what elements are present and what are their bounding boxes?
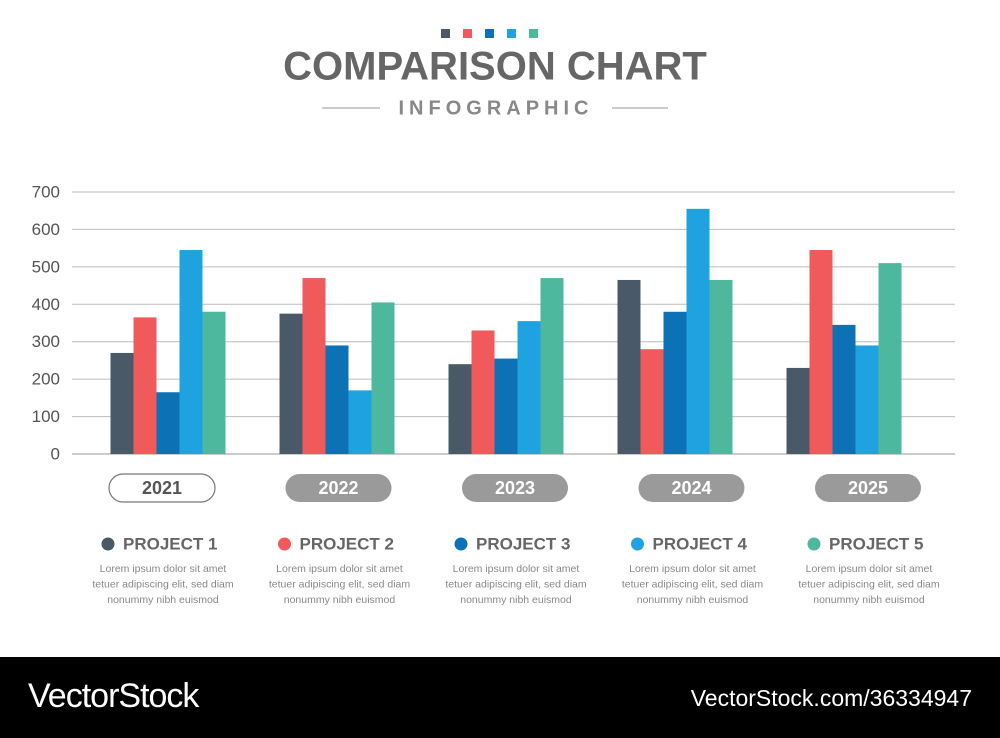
bar bbox=[471, 330, 495, 454]
y-tick-label: 200 bbox=[32, 370, 60, 389]
bar bbox=[832, 324, 856, 454]
deco-square bbox=[507, 29, 516, 38]
bar bbox=[640, 349, 664, 454]
legend-marker bbox=[454, 537, 468, 551]
year-pill bbox=[108, 473, 216, 503]
legend-note: tetuer adipiscing elit, sed diam bbox=[92, 578, 233, 590]
deco-square bbox=[485, 29, 494, 38]
legend-label: PROJECT 4 bbox=[653, 534, 748, 553]
legend-note: Lorem ipsum dolor sit amet bbox=[100, 563, 227, 575]
y-tick-label: 700 bbox=[32, 182, 60, 201]
bar bbox=[540, 278, 564, 454]
bar bbox=[448, 364, 472, 454]
bar bbox=[809, 250, 833, 454]
legend-label: PROJECT 5 bbox=[829, 534, 923, 553]
bar bbox=[133, 317, 157, 454]
bar bbox=[517, 321, 541, 454]
legend-marker bbox=[631, 537, 644, 551]
bar bbox=[202, 311, 226, 454]
y-tick-label: 100 bbox=[32, 407, 60, 426]
x-tick-label: 2024 bbox=[671, 478, 711, 498]
bar bbox=[494, 358, 518, 454]
bar bbox=[110, 352, 134, 454]
bar bbox=[348, 390, 372, 454]
footer-brand: VectorStock bbox=[28, 677, 200, 715]
year-pill bbox=[285, 474, 392, 502]
footer-bar bbox=[0, 657, 1000, 738]
legend-note: tetuer adipiscing elit, sed diam bbox=[445, 578, 586, 590]
chart-title: COMPARISON CHART bbox=[283, 45, 707, 89]
bar bbox=[663, 311, 687, 454]
y-tick-label: 0 bbox=[51, 444, 60, 463]
bar bbox=[709, 279, 733, 454]
year-pill bbox=[815, 474, 921, 502]
legend-note: nonummy nibh euismod bbox=[637, 594, 749, 606]
year-pill bbox=[462, 474, 568, 502]
legend-marker bbox=[807, 537, 821, 551]
bar bbox=[179, 250, 203, 454]
legend-label: PROJECT 1 bbox=[123, 534, 217, 553]
bar bbox=[617, 279, 641, 454]
bar bbox=[302, 278, 326, 454]
y-tick-label: 500 bbox=[32, 257, 60, 276]
legend-note: Lorem ipsum dolor sit amet bbox=[453, 563, 580, 575]
legend-note: nonummy nibh euismod bbox=[107, 594, 219, 606]
legend-note: Lorem ipsum dolor sit amet bbox=[629, 563, 756, 575]
bar bbox=[855, 345, 879, 454]
bar bbox=[325, 345, 349, 454]
x-tick-label: 2025 bbox=[848, 478, 888, 498]
legend-note: tetuer adipiscing elit, sed diam bbox=[798, 578, 939, 590]
y-tick-label: 600 bbox=[32, 220, 60, 239]
legend-marker bbox=[101, 537, 115, 551]
legend-note: tetuer adipiscing elit, sed diam bbox=[622, 578, 763, 590]
y-tick-label: 300 bbox=[32, 332, 60, 351]
x-tick-label: 2023 bbox=[495, 478, 535, 498]
bar bbox=[878, 263, 902, 454]
legend-note: nonummy nibh euismod bbox=[813, 594, 925, 606]
legend-note: Lorem ipsum dolor sit amet bbox=[276, 563, 403, 575]
y-tick-label: 400 bbox=[32, 295, 60, 314]
bar bbox=[786, 367, 810, 454]
legend-label: PROJECT 3 bbox=[476, 534, 570, 553]
legend-note: Lorem ipsum dolor sit amet bbox=[806, 563, 933, 575]
legend-label: PROJECT 2 bbox=[300, 534, 394, 553]
legend-note: nonummy nibh euismod bbox=[460, 594, 572, 606]
deco-square bbox=[441, 29, 450, 38]
deco-square bbox=[529, 29, 538, 38]
deco-square bbox=[463, 29, 472, 38]
x-tick-label: 2021 bbox=[142, 478, 182, 498]
bar bbox=[279, 313, 303, 454]
chart-subtitle: INFOGRAPHIC bbox=[399, 97, 594, 119]
bar bbox=[371, 302, 395, 454]
legend-note: nonummy nibh euismod bbox=[284, 594, 396, 606]
legend-note: tetuer adipiscing elit, sed diam bbox=[269, 578, 410, 590]
bar bbox=[156, 392, 180, 454]
x-tick-label: 2022 bbox=[318, 478, 358, 498]
footer-id: VectorStock.com/36334947 bbox=[691, 685, 972, 711]
bar bbox=[686, 208, 710, 454]
year-pill bbox=[638, 474, 745, 502]
legend-marker bbox=[278, 537, 291, 551]
